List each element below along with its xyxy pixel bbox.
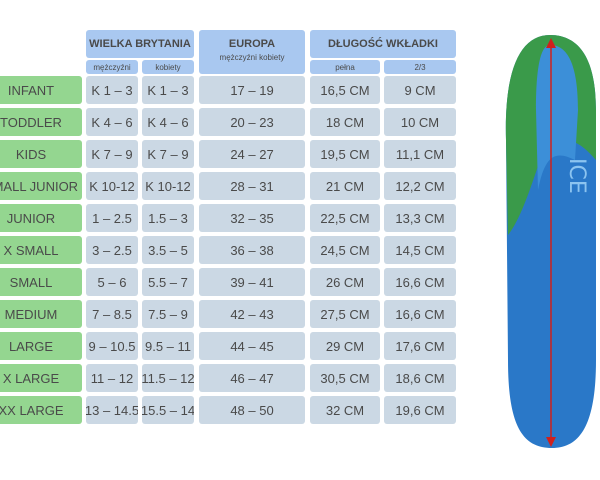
size-label: SMALL JUNIOR: [0, 172, 82, 200]
size-label: JUNIOR: [0, 204, 82, 232]
size-value: 11,1 CM: [384, 140, 456, 168]
insole-logo: ICE: [564, 158, 589, 194]
size-value: 9 – 10.5: [86, 332, 138, 360]
size-value: 12,2 CM: [384, 172, 456, 200]
size-value: 46 – 47: [199, 364, 305, 392]
size-value: K 4 – 6: [142, 108, 194, 136]
size-value: 32 CM: [310, 396, 380, 424]
size-value: 9 CM: [384, 76, 456, 104]
size-value: 9.5 – 11: [142, 332, 194, 360]
size-value: 11.5 – 12: [142, 364, 194, 392]
size-value: 16,5 CM: [310, 76, 380, 104]
size-value: K 7 – 9: [86, 140, 138, 168]
size-value: 7.5 – 9: [142, 300, 194, 328]
size-value: 22,5 CM: [310, 204, 380, 232]
size-value: 48 – 50: [199, 396, 305, 424]
size-value: 15.5 – 14: [142, 396, 194, 424]
group-subheader: mężczyźni kobiety: [219, 53, 285, 62]
size-value: K 7 – 9: [142, 140, 194, 168]
size-value: 44 – 45: [199, 332, 305, 360]
size-value: 29 CM: [310, 332, 380, 360]
size-label: KIDS: [0, 140, 82, 168]
size-value: 19,5 CM: [310, 140, 380, 168]
size-value: 27,5 CM: [310, 300, 380, 328]
size-value: 7 – 8.5: [86, 300, 138, 328]
subheader: 2/3: [384, 60, 456, 74]
size-value: 24,5 CM: [310, 236, 380, 264]
size-value: 5.5 – 7: [142, 268, 194, 296]
size-value: K 1 – 3: [86, 76, 138, 104]
size-label: X SMALL: [0, 236, 82, 264]
size-label: X LARGE: [0, 364, 82, 392]
size-value: 28 – 31: [199, 172, 305, 200]
size-value: 36 – 38: [199, 236, 305, 264]
size-value: 10 CM: [384, 108, 456, 136]
size-value: 13,3 CM: [384, 204, 456, 232]
size-label: SMALL: [0, 268, 82, 296]
size-label: XX LARGE: [0, 396, 82, 424]
group-header: DŁUGOŚĆ WKŁADKI: [310, 30, 456, 58]
size-value: 42 – 43: [199, 300, 305, 328]
size-label: TODDLER: [0, 108, 82, 136]
size-value: 3.5 – 5: [142, 236, 194, 264]
size-value: 5 – 6: [86, 268, 138, 296]
size-value: 13 – 14.5: [86, 396, 138, 424]
size-value: 1 – 2.5: [86, 204, 138, 232]
size-value: 18,6 CM: [384, 364, 456, 392]
size-value: 21 CM: [310, 172, 380, 200]
size-value: K 4 – 6: [86, 108, 138, 136]
size-value: 14,5 CM: [384, 236, 456, 264]
group-header: WIELKA BRYTANIA: [86, 30, 194, 58]
size-value: 16,6 CM: [384, 268, 456, 296]
size-value: 26 CM: [310, 268, 380, 296]
insole-cup: [536, 45, 578, 190]
size-value: 39 – 41: [199, 268, 305, 296]
subheader: pełna: [310, 60, 380, 74]
size-value: 19,6 CM: [384, 396, 456, 424]
size-value: 17 – 19: [199, 76, 305, 104]
size-value: 17,6 CM: [384, 332, 456, 360]
size-label: LARGE: [0, 332, 82, 360]
size-value: 3 – 2.5: [86, 236, 138, 264]
size-value: 18 CM: [310, 108, 380, 136]
size-value: 1.5 – 3: [142, 204, 194, 232]
size-value: K 10-12: [142, 172, 194, 200]
size-value: 20 – 23: [199, 108, 305, 136]
size-value: K 1 – 3: [142, 76, 194, 104]
subheader: kobiety: [142, 60, 194, 74]
size-value: K 10-12: [86, 172, 138, 200]
size-value: 30,5 CM: [310, 364, 380, 392]
group-header: EUROPA: [199, 30, 305, 74]
size-value: 32 – 35: [199, 204, 305, 232]
size-label: INFANT: [0, 76, 82, 104]
size-value: 11 – 12: [86, 364, 138, 392]
size-value: 16,6 CM: [384, 300, 456, 328]
insole: ICE: [505, 35, 596, 448]
size-label: MEDIUM: [0, 300, 82, 328]
subheader: mężczyźni: [86, 60, 138, 74]
size-value: 24 – 27: [199, 140, 305, 168]
